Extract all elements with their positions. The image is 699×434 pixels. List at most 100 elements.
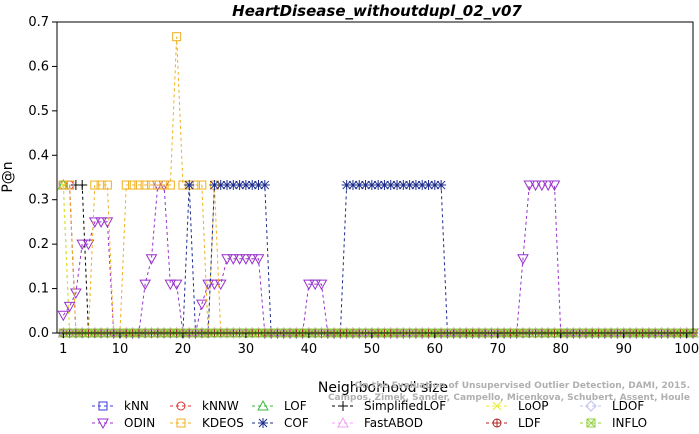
data-point bbox=[221, 254, 233, 265]
watermark-line-2: On the Evaluation of Unsupervised Outlie… bbox=[355, 381, 690, 391]
data-point bbox=[102, 180, 112, 190]
legend-label: KDEOS bbox=[202, 416, 244, 430]
legend-item-loop: LoOP bbox=[486, 399, 549, 413]
data-point bbox=[222, 180, 233, 191]
legend-marker bbox=[492, 401, 502, 411]
legend-label: LOF bbox=[284, 399, 307, 413]
data-point bbox=[246, 254, 259, 265]
data-point bbox=[398, 180, 409, 191]
series-line bbox=[63, 184, 693, 334]
series-line bbox=[63, 184, 693, 334]
data-point bbox=[417, 180, 428, 191]
data-point bbox=[195, 299, 208, 311]
data-point bbox=[159, 180, 169, 190]
y-tick-label: 0.7 bbox=[28, 15, 49, 30]
legend-marker bbox=[98, 401, 108, 411]
series-odin bbox=[57, 180, 699, 340]
legend-item-lof: LOF bbox=[252, 399, 307, 413]
x-tick-label: 40 bbox=[301, 342, 318, 357]
series-line bbox=[63, 184, 693, 334]
legend-item-ldf: LDF bbox=[486, 416, 541, 430]
x-axis: 1 10 20 30 40 50 60 70 80 90 100 bbox=[59, 333, 699, 357]
legend-label: LDOF bbox=[612, 399, 644, 413]
data-point bbox=[360, 180, 371, 191]
data-point bbox=[197, 180, 207, 190]
data-point bbox=[90, 180, 100, 190]
y-tick-label: 0.3 bbox=[28, 193, 49, 208]
series-line bbox=[62, 184, 693, 334]
data-point bbox=[96, 180, 106, 190]
legend-label: ODIN bbox=[124, 416, 155, 430]
data-point bbox=[184, 180, 195, 191]
series-line bbox=[75, 184, 693, 334]
data-point bbox=[58, 180, 68, 190]
y-axis-label: P@n bbox=[0, 161, 16, 192]
data-point bbox=[240, 254, 252, 265]
y-tick-label: 0.4 bbox=[28, 148, 49, 163]
x-tick-label: 50 bbox=[364, 342, 381, 357]
legend-item-fastabod: FastABOD bbox=[332, 416, 423, 430]
y-tick-label: 0.0 bbox=[28, 326, 49, 341]
legend-item-kdeos: KDEOS bbox=[170, 416, 244, 430]
data-point bbox=[208, 279, 221, 291]
data-point bbox=[429, 180, 440, 191]
data-point bbox=[529, 180, 542, 192]
legend-marker bbox=[176, 401, 186, 411]
data-point bbox=[423, 180, 434, 191]
data-point bbox=[227, 254, 240, 265]
data-point bbox=[139, 279, 152, 291]
x-tick-label: 10 bbox=[112, 342, 129, 357]
data-point bbox=[153, 180, 163, 190]
series-knnw bbox=[58, 180, 698, 338]
legend-label: COF bbox=[284, 416, 309, 430]
legend-label: FastABOD bbox=[364, 416, 423, 430]
data-point bbox=[82, 239, 95, 251]
legend-label: kNN bbox=[124, 399, 149, 413]
data-point bbox=[536, 180, 548, 192]
y-tick-label: 0.6 bbox=[28, 59, 49, 74]
data-point bbox=[57, 310, 70, 322]
data-point bbox=[121, 180, 131, 190]
x-tick-label: 90 bbox=[615, 342, 632, 357]
data-point bbox=[379, 180, 390, 191]
data-point bbox=[165, 180, 175, 190]
x-tick-label: 1 bbox=[59, 342, 67, 357]
data-point bbox=[247, 180, 258, 191]
data-point bbox=[233, 254, 246, 265]
data-point bbox=[76, 239, 89, 251]
legend-label: LoOP bbox=[518, 399, 549, 413]
legend-item-cof: COF bbox=[252, 416, 309, 430]
data-point bbox=[146, 180, 156, 190]
data-point bbox=[436, 180, 447, 191]
data-point bbox=[209, 180, 220, 191]
chart-title: HeartDisease_withoutdupl_02_v07 bbox=[232, 2, 522, 20]
y-tick-label: 0.2 bbox=[28, 237, 49, 252]
data-point bbox=[240, 180, 251, 191]
watermark-line-1: Campos, Zimek, Sander, Campello, Micenko… bbox=[328, 393, 690, 403]
legend-marker bbox=[257, 399, 269, 411]
legend-marker bbox=[585, 400, 597, 412]
x-tick-label: 70 bbox=[490, 342, 507, 357]
legend-item-ldof: LDOF bbox=[580, 399, 644, 413]
legend-item-knnw: kNNW bbox=[170, 399, 239, 413]
data-point bbox=[63, 301, 76, 313]
series-line bbox=[62, 185, 693, 334]
data-point bbox=[140, 180, 150, 190]
data-point bbox=[234, 180, 245, 191]
plot-frame bbox=[56, 21, 694, 334]
series-loop bbox=[58, 180, 698, 338]
data-point bbox=[309, 279, 322, 291]
data-point bbox=[259, 180, 270, 191]
data-point bbox=[354, 180, 365, 191]
x-tick-label: 100 bbox=[674, 342, 699, 357]
x-tick-label: 20 bbox=[175, 342, 192, 357]
data-point bbox=[341, 180, 352, 191]
legend-label: kNNW bbox=[202, 399, 239, 413]
data-point bbox=[164, 279, 177, 291]
legend-marker bbox=[586, 418, 596, 428]
data-point bbox=[65, 180, 75, 190]
legend-marker bbox=[337, 416, 349, 428]
data-point bbox=[252, 254, 265, 265]
series-line bbox=[62, 185, 693, 334]
